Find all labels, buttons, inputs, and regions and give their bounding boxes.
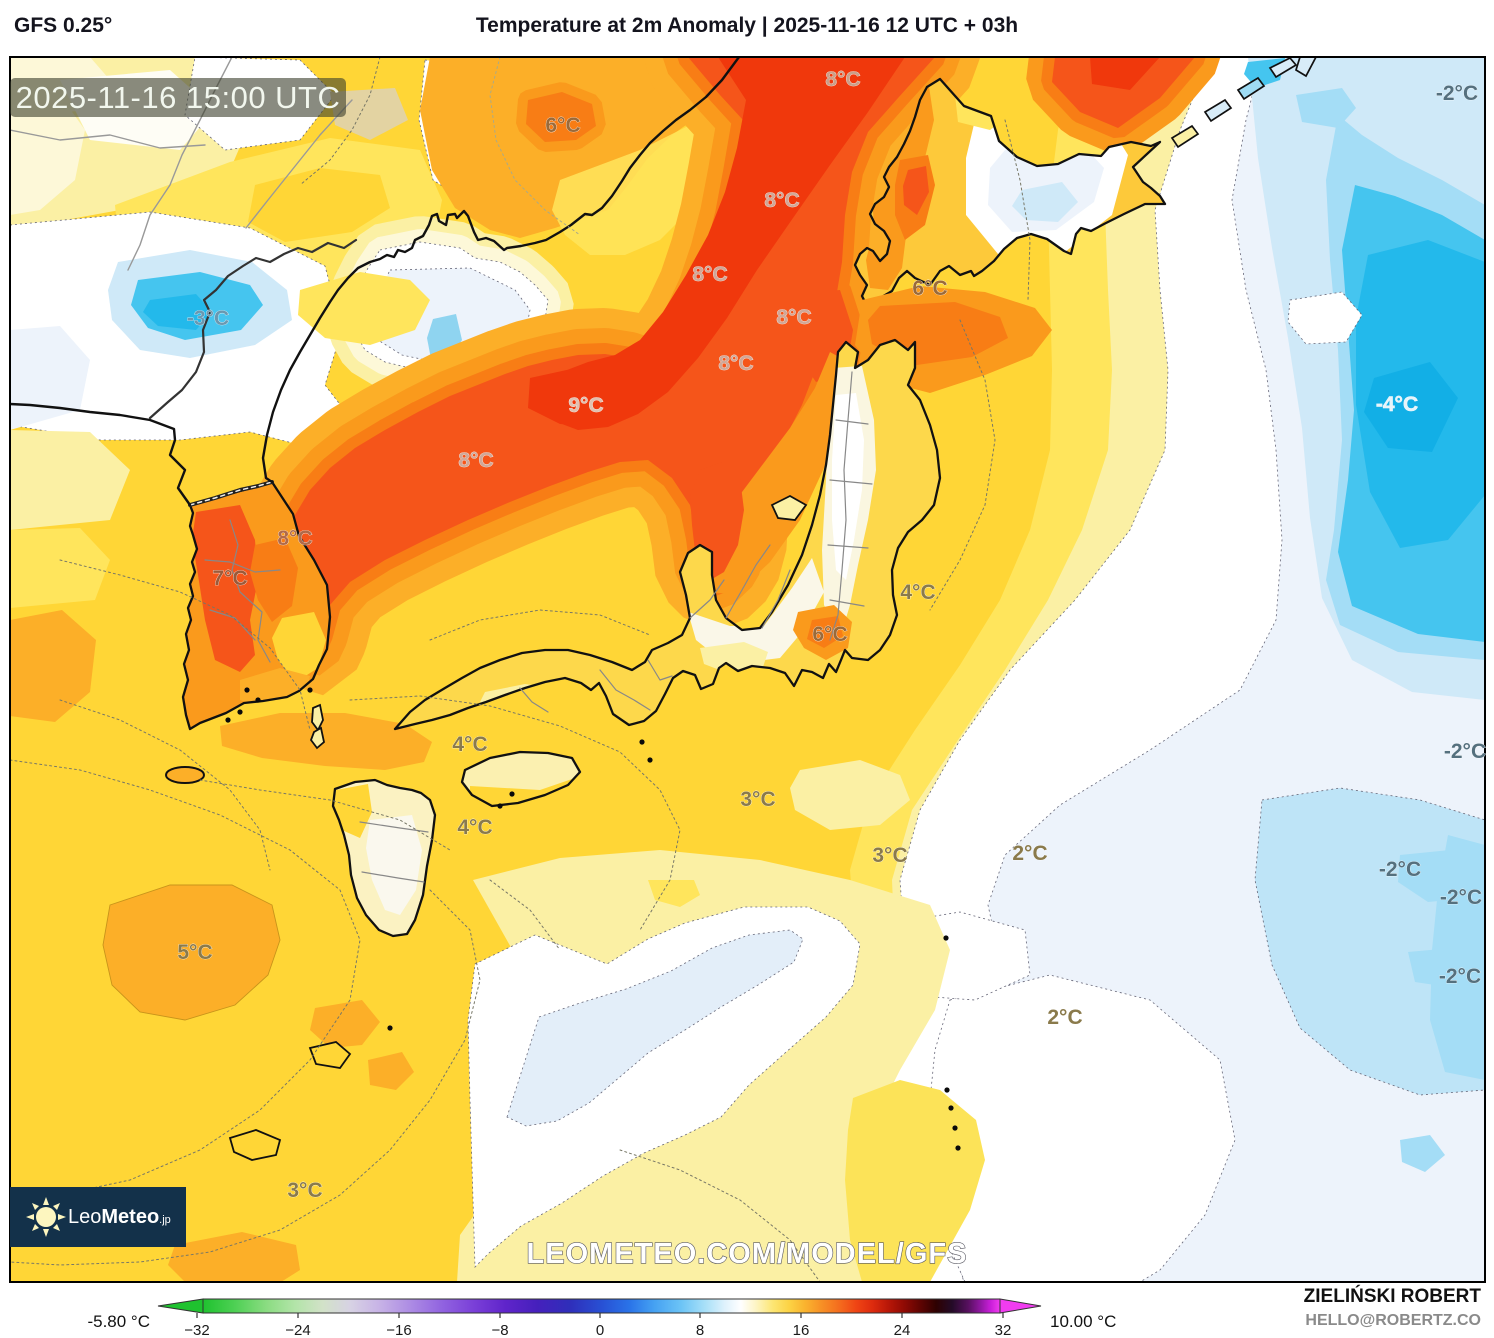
svg-text:−16: −16 [386,1322,411,1338]
svg-text:6°C: 6°C [812,623,847,646]
svg-text:-5.80 °C: -5.80 °C [87,1312,150,1331]
svg-text:9°C: 9°C [568,394,603,417]
svg-text:-2°C: -2°C [1444,740,1486,763]
svg-text:6°C: 6°C [912,277,947,300]
svg-text:−24: −24 [285,1322,310,1338]
svg-text:−32: −32 [184,1322,209,1338]
svg-text:16: 16 [793,1322,810,1338]
svg-text:24: 24 [894,1322,911,1338]
svg-text:8°C: 8°C [825,68,860,91]
svg-text:8°C: 8°C [764,189,799,212]
svg-text:-2°C: -2°C [1379,858,1421,881]
svg-text:10.00 °C: 10.00 °C [1050,1312,1116,1331]
svg-text:8°C: 8°C [776,306,811,329]
svg-text:8°C: 8°C [277,527,312,550]
svg-text:4°C: 4°C [457,816,492,839]
svg-text:4°C: 4°C [452,733,487,756]
svg-text:3°C: 3°C [740,788,775,811]
svg-text:−8: −8 [491,1322,508,1338]
svg-text:8°C: 8°C [718,352,753,375]
svg-text:32: 32 [995,1322,1012,1338]
svg-text:2°C: 2°C [1047,1006,1082,1029]
svg-text:8°C: 8°C [692,263,727,286]
svg-text:3°C: 3°C [287,1179,322,1202]
svg-text:-3°C: -3°C [187,307,229,330]
svg-text:-4°C: -4°C [1376,393,1418,416]
svg-text:-2°C: -2°C [1440,886,1482,909]
svg-text:5°C: 5°C [177,941,212,964]
svg-text:-2°C: -2°C [1436,82,1478,105]
svg-text:6°C: 6°C [545,114,580,137]
svg-text:4°C: 4°C [900,581,935,604]
svg-text:3°C: 3°C [872,844,907,867]
svg-text:0: 0 [596,1322,604,1338]
svg-text:7°C: 7°C [212,567,247,590]
svg-text:8°C: 8°C [458,449,493,472]
svg-text:-2°C: -2°C [1439,965,1481,988]
svg-text:8: 8 [696,1322,704,1338]
svg-text:2°C: 2°C [1012,842,1047,865]
